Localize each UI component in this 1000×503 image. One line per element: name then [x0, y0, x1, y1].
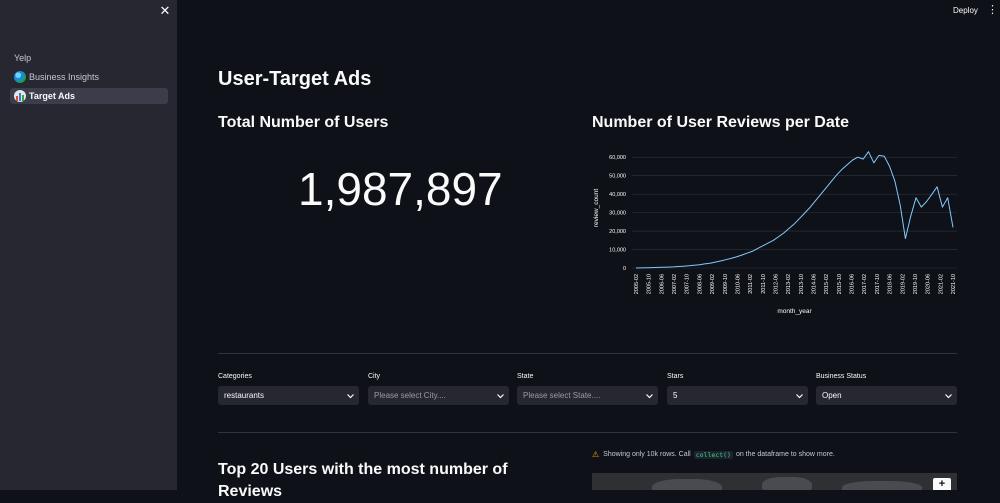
- close-sidebar-icon[interactable]: ✕: [159, 3, 171, 18]
- y-tick-label: 30,000: [609, 211, 626, 217]
- filter-label: Categories: [218, 373, 252, 380]
- warning-icon: ⚠: [592, 450, 600, 459]
- x-tick-label: 2010-06: [735, 274, 741, 294]
- map-zoom-in-button[interactable]: +: [933, 478, 951, 490]
- warning-text-after: on the dataframe to show more.: [735, 451, 835, 458]
- filter-label: City: [368, 373, 381, 380]
- x-tick-label: 2021-10: [951, 274, 957, 294]
- chevron-down-icon: [497, 393, 504, 399]
- select-placeholder: Please select State....: [523, 391, 601, 400]
- chevron-down-icon: [646, 393, 653, 399]
- sidebar-item-label: Business Insights: [29, 72, 100, 82]
- chevron-down-icon: [347, 393, 354, 399]
- stars-select[interactable]: 5: [667, 386, 808, 405]
- page-title: User-Target Ads: [218, 68, 372, 90]
- warning-code: collect(): [693, 450, 733, 459]
- sidebar-item-business-insights[interactable]: Business Insights: [10, 69, 168, 85]
- categories-select[interactable]: restaurants: [218, 386, 359, 405]
- select-value: 5: [673, 391, 678, 400]
- globe-icon: [14, 71, 26, 83]
- x-axis-label: month_year: [777, 308, 812, 315]
- y-tick-label: 10,000: [609, 248, 626, 254]
- select-value: Open: [822, 391, 842, 400]
- deploy-button[interactable]: Deploy: [953, 6, 978, 15]
- city-select[interactable]: Please select City....: [368, 386, 509, 405]
- x-tick-label: 2017-02: [862, 274, 868, 294]
- top-users-heading: Top 20 Users with the most number of Rev…: [218, 461, 508, 500]
- x-tick-label: 2009-02: [710, 274, 716, 294]
- y-tick-label: 0: [623, 266, 626, 272]
- x-tick-label: 2015-02: [824, 274, 830, 294]
- y-axis-label: review_count: [593, 189, 600, 227]
- metric-heading: Total Number of Users: [218, 114, 389, 131]
- warning-text-before: Showing only 10k rows. Call: [603, 451, 691, 458]
- x-tick-label: 2005-02: [634, 274, 640, 294]
- x-tick-label: 2008-06: [697, 274, 703, 294]
- filter-state: State Please select State....: [517, 373, 658, 405]
- filter-city: City Please select City....: [368, 373, 509, 405]
- x-tick-label: 2007-02: [672, 274, 678, 294]
- x-tick-label: 2013-10: [799, 274, 805, 294]
- sidebar-section-label: Yelp: [14, 53, 32, 63]
- x-tick-label: 2011-10: [761, 274, 767, 294]
- business-status-select[interactable]: Open: [816, 386, 957, 405]
- filter-label: Business Status: [816, 373, 867, 380]
- x-tick-label: 2018-06: [888, 274, 894, 294]
- divider: [218, 353, 957, 354]
- x-tick-label: 2020-06: [926, 274, 932, 294]
- x-tick-label: 2005-10: [647, 274, 653, 294]
- x-tick-label: 2017-10: [875, 274, 881, 294]
- filter-label: State: [517, 373, 534, 380]
- map-landmass: [652, 479, 722, 490]
- x-tick-label: 2021-02: [938, 274, 944, 294]
- x-tick-label: 2013-02: [786, 274, 792, 294]
- sidebar-item-label: Target Ads: [29, 91, 76, 101]
- y-tick-label: 40,000: [609, 192, 626, 198]
- x-tick-label: 2019-02: [900, 274, 906, 294]
- filter-business-status: Business Status Open: [816, 373, 957, 405]
- filter-categories: Categories restaurants: [218, 373, 359, 405]
- warning-message: ⚠ Showing only 10k rows. Call collect() …: [592, 450, 835, 459]
- y-tick-label: 50,000: [609, 174, 626, 180]
- chevron-down-icon: [796, 393, 803, 399]
- y-tick-label: 20,000: [609, 229, 626, 235]
- map-landmass: [842, 481, 922, 490]
- review-count-line: [635, 151, 954, 269]
- filter-stars: Stars 5: [667, 373, 808, 405]
- chart-heading: Number of User Reviews per Date: [592, 114, 849, 131]
- select-placeholder: Please select City....: [374, 391, 446, 400]
- total-users-value: 1,987,897: [298, 163, 503, 215]
- map-view[interactable]: [592, 473, 957, 490]
- x-tick-label: 2007-10: [685, 274, 691, 294]
- divider: [218, 432, 957, 433]
- x-tick-label: 2014-06: [812, 274, 818, 294]
- reviews-line-chart[interactable]: 0 10,000 20,000 30,000 40,000 50,000 60,000 rev…: [592, 140, 962, 320]
- x-tick-label: 2006-06: [659, 274, 665, 294]
- select-value: restaurants: [224, 391, 265, 400]
- x-tick-label: 2009-10: [723, 274, 729, 294]
- main-menu-icon[interactable]: ⋮: [987, 4, 998, 16]
- filter-label: Stars: [667, 373, 684, 380]
- sidebar-item-target-ads[interactable]: Target Ads: [10, 88, 168, 104]
- bar-chart-icon: [14, 90, 26, 102]
- map-landmass: [762, 477, 812, 490]
- chevron-down-icon: [945, 393, 952, 399]
- x-tick-label: 2012-06: [773, 274, 779, 294]
- x-tick-label: 2015-10: [837, 274, 843, 294]
- sidebar: ✕ Yelp Business Insights Target Ads: [0, 0, 177, 490]
- state-select[interactable]: Please select State....: [517, 386, 658, 405]
- x-tick-label: 2019-10: [913, 274, 919, 294]
- x-tick-label: 2011-02: [748, 274, 754, 294]
- y-tick-label: 60,000: [609, 155, 626, 161]
- chart-canvas: 0 10,000 20,000 30,000 40,000 50,000 60,000 rev…: [593, 151, 957, 315]
- x-tick-label: 2016-06: [850, 274, 856, 294]
